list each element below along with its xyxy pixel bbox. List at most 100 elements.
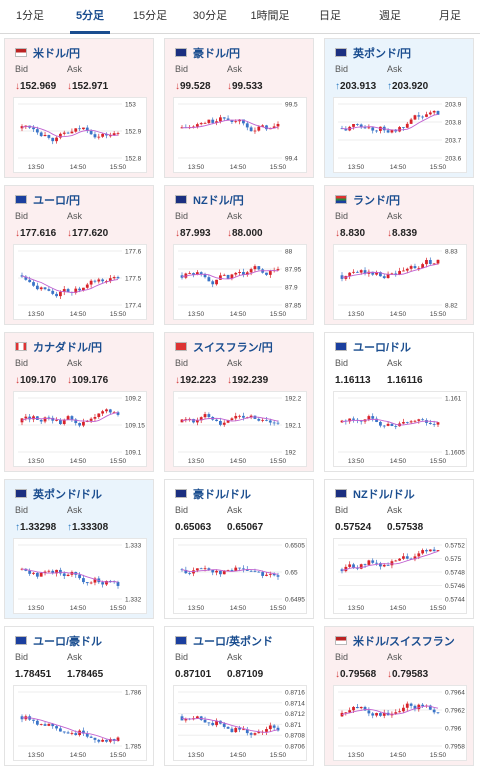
- ask-label: Ask: [67, 505, 83, 515]
- candle-body: [257, 732, 261, 734]
- tab-2[interactable]: 15分足: [132, 10, 168, 22]
- rate-card[interactable]: NZドル/円 Bid Ask ↓87.993 ↓88.000 88 87.95 87.9 87.…: [164, 185, 314, 325]
- candle-body: [82, 127, 85, 130]
- x-tick-label: 14:50: [390, 458, 407, 465]
- bid-label: Bid: [15, 652, 29, 662]
- candle-body: [344, 128, 348, 131]
- candle-body: [66, 732, 70, 734]
- candle-body: [340, 569, 344, 572]
- ask-label: Ask: [227, 211, 243, 221]
- mini-candlestick-chart[interactable]: 1.786 1.785 13:50 14:50 15:50: [13, 685, 147, 761]
- candle-body: [242, 568, 245, 570]
- candle-body: [402, 270, 405, 272]
- mini-candlestick-chart[interactable]: 0.7964 0.7962 0.796 0.7958 13:50 14:50 15:50: [333, 685, 467, 761]
- rate-card[interactable]: 豪ドル/円 Bid Ask ↓99.528 ↓99.533 99.5 99.4 13:50 14…: [164, 38, 314, 178]
- candle-body: [51, 723, 55, 727]
- candle-body: [47, 417, 51, 419]
- rate-card[interactable]: ユーロ/豪ドル Bid Ask 1.78451 1.78465 1.786 1.785 13:…: [4, 626, 154, 766]
- rate-card[interactable]: カナダドル/円 Bid Ask ↓109.170 ↓109.176 109.2 109.15…: [4, 332, 154, 472]
- candle-body: [371, 271, 375, 275]
- tab-7[interactable]: 月足: [439, 10, 461, 22]
- rate-card[interactable]: 米ドル/円 Bid Ask ↓152.969 ↓152.971 153 152.9 152.8…: [4, 38, 154, 178]
- rate-card[interactable]: ランド/円 Bid Ask ↓8.830 ↓8.839 8.83 8.82 13:50 14:5…: [324, 185, 474, 325]
- x-tick-label: 15:50: [430, 164, 447, 171]
- pair-name[interactable]: 豪ドル/ドル: [193, 489, 252, 501]
- mini-candlestick-chart[interactable]: 88 87.95 87.9 87.85 13:50 14:50 15:50: [173, 244, 307, 320]
- candle-body: [428, 112, 432, 115]
- flag-icon: [15, 342, 27, 351]
- pair-name[interactable]: 英ポンド/ドル: [33, 489, 103, 501]
- bid-label: Bid: [15, 505, 29, 515]
- pair-name[interactable]: 豪ドル/円: [193, 48, 241, 60]
- pair-name[interactable]: スイスフラン/円: [193, 342, 273, 354]
- candle-body: [363, 270, 367, 274]
- pair-name[interactable]: NZドル/ドル: [353, 489, 415, 501]
- tab-1[interactable]: 5分足: [60, 0, 120, 34]
- mini-candlestick-chart[interactable]: 0.5752 0.575 0.5748 0.5746 0.5744 13:50 14:50 1…: [333, 538, 467, 614]
- pair-name[interactable]: 米ドル/円: [33, 48, 81, 60]
- mini-candlestick-chart[interactable]: 192.2 192.1 192 13:50 14:50 15:50: [173, 391, 307, 467]
- candle-body: [272, 126, 276, 129]
- mini-candlestick-chart[interactable]: 1.161 1.1605 13:50 14:50 15:50: [333, 391, 467, 467]
- bid-value: ↓99.528: [175, 81, 211, 92]
- pair-name[interactable]: ランド/円: [353, 195, 401, 207]
- candle-body: [234, 415, 238, 419]
- bid-label: Bid: [15, 358, 29, 368]
- mini-candlestick-chart[interactable]: 109.2 109.15 109.1 13:50 14:50 15:50: [13, 391, 147, 467]
- chart-canvas: 177.6 177.5 177.4 13:50 14:50 15:50: [18, 249, 142, 318]
- tab-5[interactable]: 日足: [319, 10, 341, 22]
- candle-body: [203, 122, 207, 124]
- rate-card[interactable]: NZドル/ドル Bid Ask 0.57524 0.57538 0.5752 0.575 0.…: [324, 479, 474, 619]
- candle-body: [344, 566, 348, 572]
- rate-card[interactable]: ユーロ/英ポンド Bid Ask 0.87101 0.87109 0.8716 0.8714…: [164, 626, 314, 766]
- pair-name[interactable]: ユーロ/円: [33, 195, 81, 207]
- rate-card[interactable]: スイスフラン/円 Bid Ask ↓192.223 ↓192.239 192.2 192.1…: [164, 332, 314, 472]
- mini-candlestick-chart[interactable]: 0.8716 0.8714 0.8712 0.871 0.8708 0.8706 13:50…: [173, 685, 307, 761]
- mini-candlestick-chart[interactable]: 203.9 203.8 203.7 203.6 13:50 14:50 15:50: [333, 97, 467, 173]
- candle-body: [112, 412, 116, 414]
- tab-3[interactable]: 30分足: [192, 10, 228, 22]
- rate-card[interactable]: 豪ドル/ドル Bid Ask 0.65063 0.65067 0.6505 0.65 0.64…: [164, 479, 314, 619]
- pair-name[interactable]: 米ドル/スイスフラン: [353, 636, 455, 648]
- rate-card[interactable]: 英ポンド/ドル Bid Ask ↑1.33298 ↑1.33308 1.333 1.332 1…: [4, 479, 154, 619]
- x-tick-label: 14:50: [70, 605, 87, 612]
- candle-body: [89, 736, 93, 738]
- candle-body: [390, 423, 394, 426]
- pair-name[interactable]: ユーロ/豪ドル: [33, 636, 103, 648]
- candle-body: [203, 719, 207, 723]
- pair-name[interactable]: ユーロ/ドル: [353, 342, 412, 354]
- candle-body: [211, 119, 215, 123]
- pair-name[interactable]: 英ポンド/円: [353, 48, 412, 60]
- mini-candlestick-chart[interactable]: 1.333 1.332 13:50 14:50 15:50: [13, 538, 147, 614]
- tab-4[interactable]: 1時間足: [250, 10, 290, 22]
- candle-body: [215, 279, 218, 285]
- rate-card[interactable]: ユーロ/円 Bid Ask ↓177.616 ↓177.620 177.6 177.5 177…: [4, 185, 154, 325]
- mini-candlestick-chart[interactable]: 153 152.9 152.8 13:50 14:50 15:50: [13, 97, 147, 173]
- y-tick-label: 0.575: [445, 556, 462, 563]
- candle-body: [219, 275, 222, 280]
- y-tick-label: 1.161: [445, 396, 462, 403]
- pair-name[interactable]: カナダドル/円: [33, 342, 103, 354]
- mini-candlestick-chart[interactable]: 0.6505 0.65 0.6495 13:50 14:50 15:50: [173, 538, 307, 614]
- rate-card[interactable]: 米ドル/スイスフラン Bid Ask ↓0.79568 ↓0.79583 0.7964 0.…: [324, 626, 474, 766]
- flag-icon: [335, 342, 347, 351]
- candle-body: [421, 550, 425, 554]
- candle-body: [59, 728, 62, 732]
- rate-card[interactable]: 英ポンド/円 Bid Ask ↑203.913 ↑203.920 203.9 203.8 20…: [324, 38, 474, 178]
- candle-body: [268, 725, 272, 730]
- mini-candlestick-chart[interactable]: 177.6 177.5 177.4 13:50 14:50 15:50: [13, 244, 147, 320]
- candle-body: [59, 133, 62, 138]
- rate-card[interactable]: ユーロ/ドル Bid Ask 1.16113 1.16116 1.161 1.1605 13:…: [324, 332, 474, 472]
- candle-body: [398, 270, 401, 275]
- candle-body: [238, 567, 241, 569]
- tab-6[interactable]: 週足: [379, 10, 401, 22]
- pair-name[interactable]: ユーロ/英ポンド: [193, 636, 274, 648]
- candle-body: [245, 729, 249, 734]
- candle-body: [78, 128, 81, 130]
- mini-candlestick-chart[interactable]: 8.83 8.82 13:50 14:50 15:50: [333, 244, 467, 320]
- pair-name[interactable]: NZドル/円: [193, 195, 244, 207]
- mini-candlestick-chart[interactable]: 99.5 99.4 13:50 14:50 15:50: [173, 97, 307, 173]
- candle-body: [222, 274, 226, 276]
- candle-body: [59, 291, 62, 297]
- tab-0[interactable]: 1分足: [15, 10, 45, 22]
